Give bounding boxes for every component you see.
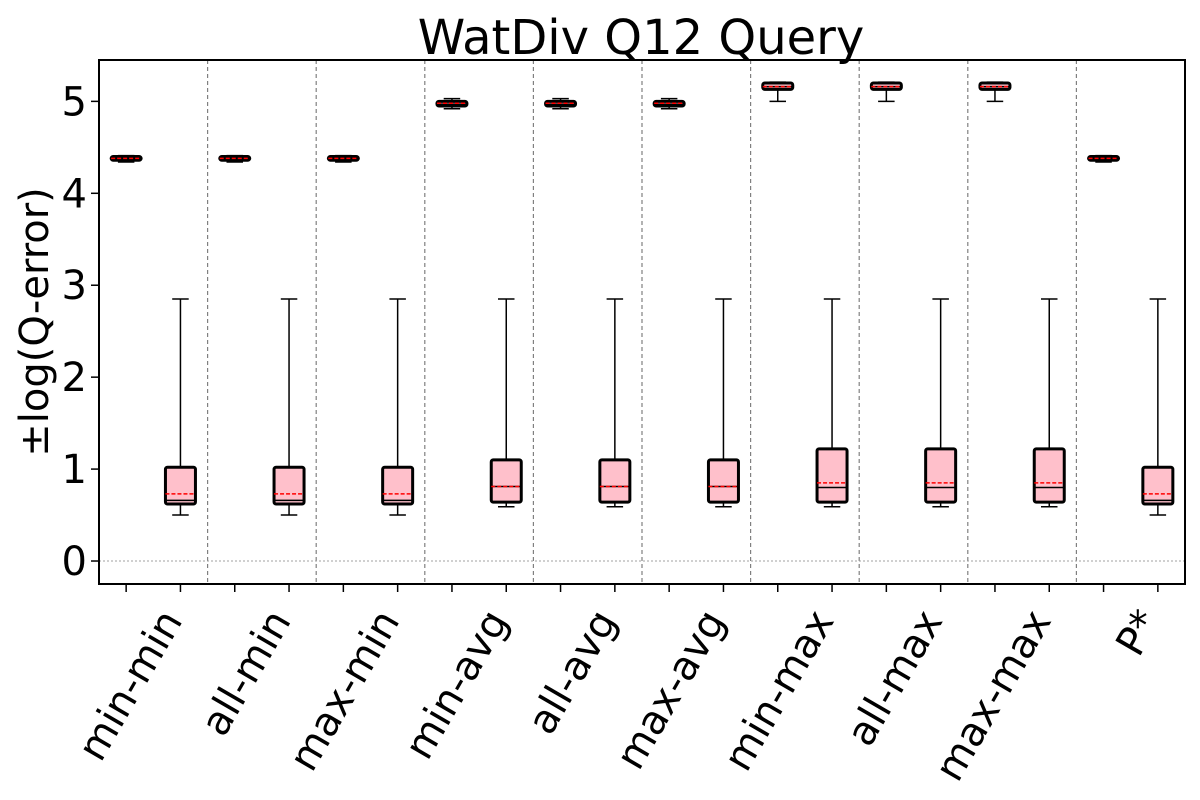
- y-tick-label: 2: [62, 355, 87, 401]
- box-body: [1032, 447, 1066, 504]
- x-tick-label: min-avg: [396, 602, 518, 767]
- x-tick-label: max-avg: [607, 602, 734, 777]
- box-all-max-1: [869, 81, 903, 103]
- box-max-avg-1: [652, 97, 686, 110]
- y-tick-label: 1: [62, 447, 87, 493]
- box-min-min-2: [163, 298, 197, 516]
- box-P*-2: [1141, 298, 1175, 516]
- box-body: [381, 465, 415, 506]
- box-body: [489, 458, 523, 504]
- x-tick-label: P*: [1107, 602, 1169, 663]
- box-all-avg-2: [598, 298, 632, 508]
- box-min-avg-1: [435, 97, 469, 110]
- box-body: [924, 447, 958, 504]
- y-tick-label: 4: [62, 171, 87, 217]
- x-tick-label: all-max: [838, 602, 952, 753]
- y-axis-ticks: 0 1 2 3 4 5: [62, 79, 99, 585]
- box-body: [272, 465, 306, 506]
- plot-area-frame: [98, 59, 1186, 585]
- box-min-avg-2: [489, 298, 523, 508]
- x-tick-label: min-min: [69, 602, 191, 768]
- box-min-min-1: [109, 154, 143, 163]
- box-max-min-1: [326, 154, 360, 163]
- box-all-avg-1: [544, 97, 578, 110]
- box-body: [1141, 465, 1175, 506]
- x-tick-label: all-avg: [519, 602, 626, 742]
- box-all-min-1: [218, 154, 252, 163]
- box-body: [815, 447, 849, 504]
- category-dividers: [207, 60, 1078, 584]
- y-tick-label: 0: [62, 539, 87, 585]
- box-body: [598, 458, 632, 504]
- y-tick-label: 3: [62, 263, 87, 309]
- box-min-max-1: [761, 81, 795, 103]
- box-P*-1: [1087, 154, 1121, 163]
- y-axis-label: ±log(Q-error): [12, 187, 58, 457]
- y-tick-label: 5: [62, 79, 87, 125]
- box-all-max-2: [924, 298, 958, 508]
- box-max-max-1: [978, 81, 1012, 103]
- x-tick-label: all-min: [192, 602, 300, 743]
- box-all-min-2: [272, 298, 306, 516]
- x-tick-label: max-min: [281, 602, 409, 778]
- box-max-min-2: [381, 298, 415, 516]
- box-plots: [109, 81, 1175, 516]
- x-tick-label: min-max: [715, 602, 843, 778]
- box-max-avg-2: [706, 298, 740, 508]
- chart-title: WatDiv Q12 Query: [418, 10, 865, 66]
- box-min-max-2: [815, 298, 849, 508]
- box-body: [163, 465, 197, 506]
- box-body: [706, 458, 740, 504]
- box-max-max-2: [1032, 298, 1066, 508]
